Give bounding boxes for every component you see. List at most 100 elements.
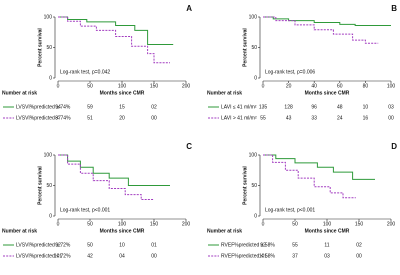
x-tick-label: 20: [286, 83, 292, 89]
x-tick-label: 60: [337, 83, 343, 89]
x-tick-label: 80: [363, 83, 369, 89]
annotation: Log-rank test, p<0.001: [60, 207, 110, 213]
y-tick-label: 50: [251, 183, 257, 189]
risk-title: Number at risk: [2, 228, 37, 234]
x-tick-label: 0: [262, 221, 265, 227]
at-risk-count: 101: [259, 253, 268, 259]
at-risk-count: 15: [119, 104, 125, 110]
x-axis-label: Months since CMR: [100, 228, 145, 234]
y-axis-label: Percent survival: [242, 166, 248, 205]
at-risk-count: 00: [151, 253, 157, 259]
legend-label: LVSVI%predicted < 74%: [16, 115, 71, 121]
y-tick-label: 50: [46, 45, 52, 51]
y-tick-label: 100: [44, 14, 53, 20]
y-tick-label: 100: [249, 152, 258, 158]
at-risk-count: 04: [119, 253, 125, 259]
at-risk-count: 92: [55, 242, 61, 248]
survival-curve: [263, 16, 379, 44]
y-axis-label: Percent survival: [242, 28, 248, 67]
panel-label: B: [391, 4, 397, 13]
y-tick-label: 50: [46, 183, 52, 189]
at-risk-count: 43: [286, 115, 292, 121]
at-risk-count: 50: [87, 242, 93, 248]
legend-label: LAVI > 41 ml/m²: [221, 115, 257, 121]
x-tick-label: 100: [323, 221, 332, 227]
at-risk-count: 03: [324, 253, 330, 259]
x-tick-label: 40: [311, 83, 317, 89]
at-risk-count: 11: [324, 242, 329, 248]
at-risk-count: 16: [363, 115, 369, 121]
at-risk-count: 10: [363, 104, 369, 110]
annotation: Log-rank test, p<0.001: [265, 207, 315, 213]
legend-label: LVSVI%predicted ≥ 72%: [16, 242, 71, 248]
legend-label: LAVI ≤ 41 ml/m²: [221, 104, 257, 110]
x-tick-label: 100: [387, 83, 396, 89]
survival-curve: [263, 16, 391, 27]
y-tick-label: 100: [44, 152, 53, 158]
x-tick-label: 0: [262, 83, 265, 89]
at-risk-count: 24: [337, 115, 343, 121]
legend-label: LVSVI%predicted < 72%: [16, 253, 71, 259]
at-risk-count: 00: [388, 115, 394, 121]
x-tick-label: 0: [57, 83, 60, 89]
x-tick-label: 50: [292, 221, 298, 227]
x-tick-label: 50: [87, 83, 93, 89]
at-risk-count: 96: [311, 104, 317, 110]
x-tick-label: 150: [150, 83, 159, 89]
x-tick-label: 0: [57, 221, 60, 227]
survival-curve: [58, 154, 154, 201]
y-axis-label: Percent survival: [37, 166, 43, 205]
legend-label: RVEF%predicted < 58%: [221, 253, 276, 259]
panel-label: C: [186, 142, 192, 151]
at-risk-count: 59: [87, 104, 93, 110]
at-risk-count: 20: [119, 115, 125, 121]
x-axis-label: Months since CMR: [100, 90, 145, 96]
at-risk-count: 33: [311, 115, 317, 121]
panel-label: D: [391, 142, 397, 151]
x-tick-label: 100: [118, 83, 127, 89]
survival-curve: [263, 154, 356, 199]
x-tick-label: 100: [118, 221, 127, 227]
legend-label: RVEF%predicted ≥ 58%: [221, 242, 275, 248]
panel-label: A: [186, 4, 192, 13]
at-risk-count: 37: [292, 253, 298, 259]
at-risk-count: 94: [55, 104, 61, 110]
x-tick-label: 50: [87, 221, 93, 227]
y-tick-label: 0: [254, 75, 257, 81]
at-risk-count: 92: [260, 242, 266, 248]
at-risk-count: 03: [388, 104, 394, 110]
at-risk-count: 55: [260, 115, 266, 121]
y-tick-label: 50: [251, 45, 257, 51]
risk-title: Number at risk: [2, 90, 37, 96]
at-risk-count: 42: [87, 253, 93, 259]
x-tick-label: 150: [150, 221, 159, 227]
y-axis-label: Percent survival: [37, 28, 43, 67]
at-risk-count: 55: [292, 242, 298, 248]
at-risk-count: 00: [151, 115, 157, 121]
x-tick-label: 200: [387, 221, 396, 227]
at-risk-count: 48: [337, 104, 343, 110]
x-tick-label: 200: [182, 83, 191, 89]
at-risk-count: 10: [119, 242, 125, 248]
at-risk-count: 87: [55, 115, 61, 121]
at-risk-count: 101: [54, 253, 63, 259]
at-risk-count: 135: [259, 104, 268, 110]
at-risk-count: 02: [356, 242, 362, 248]
annotation: Log-rank test, p=0.042: [60, 69, 110, 75]
y-tick-label: 100: [249, 14, 258, 20]
at-risk-count: 01: [151, 242, 157, 248]
at-risk-count: 51: [87, 115, 93, 121]
x-axis-label: Months since CMR: [305, 228, 350, 234]
survival-curve: [58, 154, 170, 186]
y-tick-label: 0: [49, 213, 52, 219]
at-risk-count: 128: [284, 104, 293, 110]
risk-title: Number at risk: [207, 228, 242, 234]
survival-curve: [58, 16, 170, 64]
y-tick-label: 0: [49, 75, 52, 81]
at-risk-count: 00: [356, 253, 362, 259]
at-risk-count: 02: [151, 104, 157, 110]
risk-title: Number at risk: [207, 90, 242, 96]
annotation: Log-rank test, p=0.006: [265, 69, 315, 75]
